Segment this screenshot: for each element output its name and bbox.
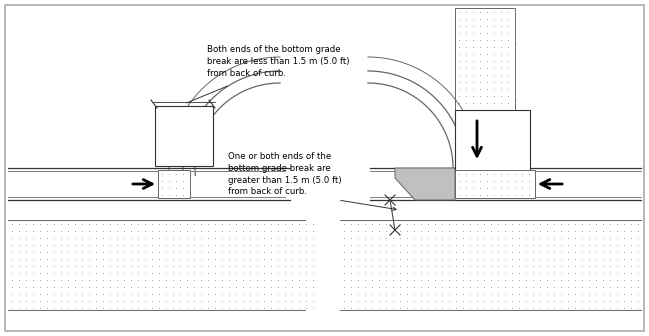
Bar (455, 8, 515, 153)
Text: One or both ends of the
bottom grade break are
greater than 1.5 m (5.0 ft)
from : One or both ends of the bottom grade bre… (228, 152, 341, 197)
Bar (155, 106, 213, 166)
Bar (455, 170, 535, 198)
Bar (340, 220, 641, 310)
Text: Both ends of the bottom grade
break are less than 1.5 m (5.0 ft)
from back of cu: Both ends of the bottom grade break are … (207, 45, 350, 78)
Bar (8, 220, 313, 310)
Bar (455, 110, 530, 172)
Polygon shape (395, 168, 455, 200)
Bar (8, 8, 313, 168)
Bar (158, 170, 190, 198)
Bar (340, 8, 641, 168)
